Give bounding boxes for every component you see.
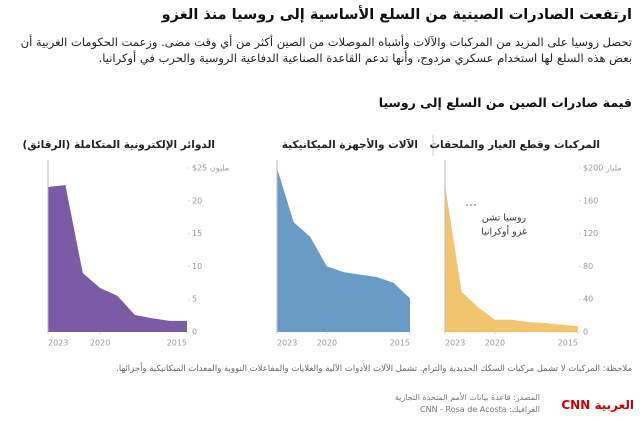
logo: CNN العربية xyxy=(561,398,634,412)
panel-title: الدوائر الإلكترونية المتكاملة (الرقائق) xyxy=(22,139,215,151)
y-tick-label: 5 xyxy=(192,295,197,304)
y-tick-label: 15 xyxy=(192,229,202,238)
y-tick-label: 80 xyxy=(583,262,593,271)
x-tick-label: 2015 xyxy=(390,339,410,348)
annotation: روسيا تشن xyxy=(482,213,527,224)
y-tick-label: 20 xyxy=(192,196,202,205)
y-tick-label: 0 xyxy=(192,328,197,337)
x-tick-label: 2020 xyxy=(90,339,110,348)
y-tick-label: 10 xyxy=(192,262,202,271)
x-tick-label: 2020 xyxy=(485,339,505,348)
annotation: غزو أوكرانيا xyxy=(481,225,527,238)
y-tick-label: 160 xyxy=(583,196,598,205)
title: ارتفعت الصادرات الصينية من السلع الأساسي… xyxy=(161,7,632,23)
source: المصدر: قاعدة بيانات الأمم المتحدة التجا… xyxy=(240,392,540,416)
note: ملاحظة: المركبات لا تشمل مركبات السكك ال… xyxy=(116,364,632,374)
y-tick-label: 40 xyxy=(583,295,593,304)
y-tick-label: $200 مليار xyxy=(583,164,622,173)
section-title: قيمة صادرات الصين من السلع إلى روسيا xyxy=(378,95,632,110)
x-tick-label: 2015 xyxy=(167,339,187,348)
panel-title: المركبات وقطع الغيار والملحقات xyxy=(429,139,600,151)
y-tick-label: 0 xyxy=(583,328,588,337)
area xyxy=(48,185,187,332)
x-tick-label: 2023 xyxy=(445,339,465,348)
area xyxy=(445,185,578,332)
panel-title: الآلات والأجهزة الميكانيكية xyxy=(282,138,418,151)
x-tick-label: 2020 xyxy=(317,339,337,348)
x-tick-label: 2023 xyxy=(48,339,68,348)
source-line: المصدر: قاعدة بيانات الأمم المتحدة التجا… xyxy=(394,393,540,402)
subtitle: تحصل روسيا على المزيد من المركبات والآلا… xyxy=(20,35,632,65)
x-tick-label: 2015 xyxy=(558,339,578,348)
y-tick-label: $25 مليون xyxy=(192,164,229,173)
y-tick-label: 120 xyxy=(583,229,598,238)
area xyxy=(277,168,410,332)
source-line: الغرافيك: CNN - Rosa de Acosta xyxy=(420,405,540,414)
x-tick-label: 2023 xyxy=(277,339,297,348)
